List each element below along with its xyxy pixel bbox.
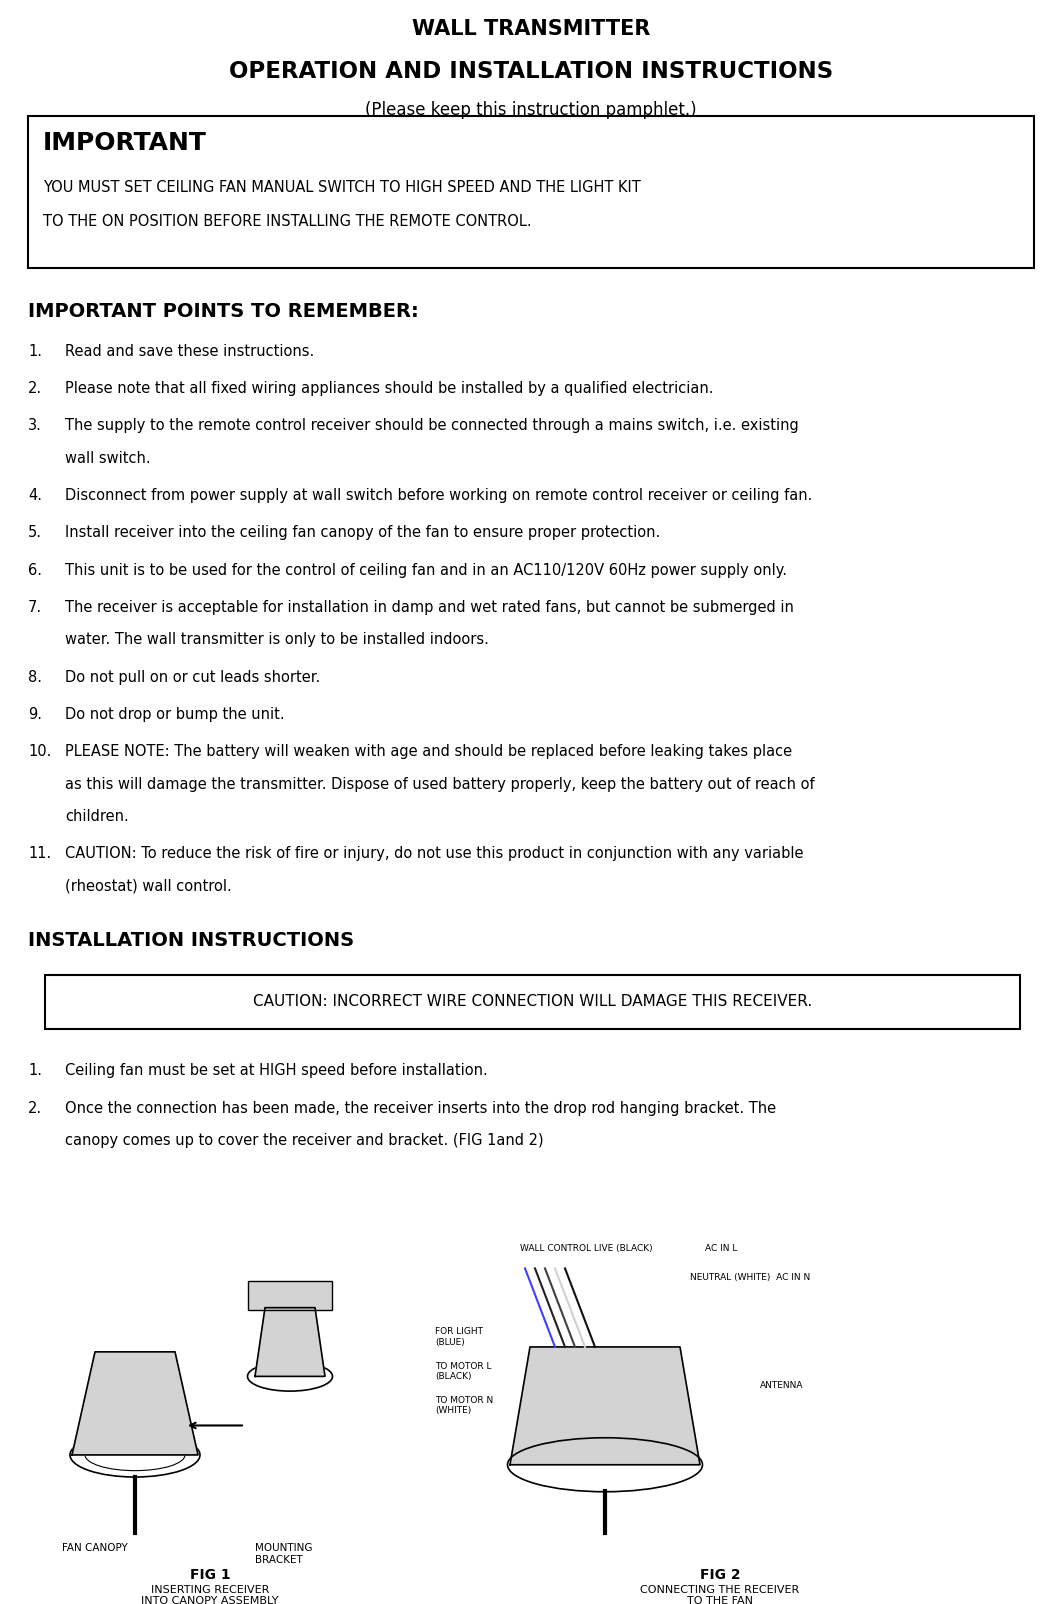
Text: OPERATION AND INSTALLATION INSTRUCTIONS: OPERATION AND INSTALLATION INSTRUCTIONS (229, 59, 833, 83)
Text: TO MOTOR L
(BLACK): TO MOTOR L (BLACK) (435, 1362, 492, 1381)
Text: 4.: 4. (28, 488, 42, 504)
Text: 7.: 7. (28, 600, 42, 614)
Text: IMPORTANT POINTS TO REMEMBER:: IMPORTANT POINTS TO REMEMBER: (28, 303, 418, 321)
Text: FIG 1: FIG 1 (190, 1567, 230, 1582)
Text: WALL CONTROL LIVE (BLACK): WALL CONTROL LIVE (BLACK) (520, 1243, 653, 1253)
Text: 8.: 8. (28, 669, 42, 685)
Text: Ceiling fan must be set at HIGH speed before installation.: Ceiling fan must be set at HIGH speed be… (65, 1063, 487, 1078)
Polygon shape (510, 1347, 700, 1464)
Text: AC IN L: AC IN L (705, 1243, 737, 1253)
Text: Install receiver into the ceiling fan canopy of the fan to ensure proper protect: Install receiver into the ceiling fan ca… (65, 525, 661, 541)
Text: 2.: 2. (28, 1100, 42, 1115)
Polygon shape (255, 1307, 325, 1376)
Text: INSTALLATION INSTRUCTIONS: INSTALLATION INSTRUCTIONS (28, 930, 354, 950)
FancyBboxPatch shape (45, 975, 1020, 1028)
Text: Disconnect from power supply at wall switch before working on remote control rec: Disconnect from power supply at wall swi… (65, 488, 812, 504)
Text: children.: children. (65, 808, 129, 824)
Text: wall switch.: wall switch. (65, 451, 151, 465)
Text: 3.: 3. (28, 419, 41, 433)
Text: Read and save these instructions.: Read and save these instructions. (65, 343, 314, 359)
Text: Do not pull on or cut leads shorter.: Do not pull on or cut leads shorter. (65, 669, 321, 685)
FancyBboxPatch shape (28, 115, 1034, 268)
Text: as this will damage the transmitter. Dispose of used battery properly, keep the : as this will damage the transmitter. Dis… (65, 776, 815, 791)
Text: PLEASE NOTE: The battery will weaken with age and should be replaced before leak: PLEASE NOTE: The battery will weaken wit… (65, 744, 792, 759)
Text: The supply to the remote control receiver should be connected through a mains sw: The supply to the remote control receive… (65, 419, 799, 433)
Text: (Please keep this instruction pamphlet.): (Please keep this instruction pamphlet.) (365, 101, 697, 119)
Text: (rheostat) wall control.: (rheostat) wall control. (65, 879, 232, 893)
Text: WALL TRANSMITTER: WALL TRANSMITTER (412, 19, 650, 38)
Text: 11.: 11. (28, 847, 51, 861)
Text: NEUTRAL (WHITE)  AC IN N: NEUTRAL (WHITE) AC IN N (690, 1274, 810, 1282)
Text: TO MOTOR N
(WHITE): TO MOTOR N (WHITE) (435, 1395, 493, 1415)
Text: ANTENNA: ANTENNA (760, 1381, 804, 1391)
Text: Do not drop or bump the unit.: Do not drop or bump the unit. (65, 707, 285, 722)
Text: 6.: 6. (28, 563, 42, 577)
Text: 1.: 1. (28, 1063, 42, 1078)
Polygon shape (72, 1352, 198, 1455)
Text: 1.: 1. (28, 343, 42, 359)
Text: CONNECTING THE RECEIVER
TO THE FAN: CONNECTING THE RECEIVER TO THE FAN (640, 1585, 800, 1604)
Text: CAUTION: To reduce the risk of fire or injury, do not use this product in conjun: CAUTION: To reduce the risk of fire or i… (65, 847, 804, 861)
Text: water. The wall transmitter is only to be installed indoors.: water. The wall transmitter is only to b… (65, 632, 489, 648)
Text: Once the connection has been made, the receiver inserts into the drop rod hangin: Once the connection has been made, the r… (65, 1100, 776, 1115)
Text: The receiver is acceptable for installation in damp and wet rated fans, but cann: The receiver is acceptable for installat… (65, 600, 794, 614)
Text: MOUNTING
BRACKET: MOUNTING BRACKET (255, 1543, 312, 1566)
Text: This unit is to be used for the control of ceiling fan and in an AC110/120V 60Hz: This unit is to be used for the control … (65, 563, 787, 577)
FancyBboxPatch shape (249, 1282, 332, 1309)
Text: Please note that all fixed wiring appliances should be installed by a qualified : Please note that all fixed wiring applia… (65, 380, 714, 396)
Text: YOU MUST SET CEILING FAN MANUAL SWITCH TO HIGH SPEED AND THE LIGHT KIT: YOU MUST SET CEILING FAN MANUAL SWITCH T… (42, 180, 640, 194)
Text: IMPORTANT: IMPORTANT (42, 130, 207, 154)
Text: 2.: 2. (28, 380, 42, 396)
Text: 9.: 9. (28, 707, 42, 722)
Text: canopy comes up to cover the receiver and bracket. (FIG 1and 2): canopy comes up to cover the receiver an… (65, 1132, 544, 1148)
Text: FIG 2: FIG 2 (700, 1567, 740, 1582)
Text: CAUTION: INCORRECT WIRE CONNECTION WILL DAMAGE THIS RECEIVER.: CAUTION: INCORRECT WIRE CONNECTION WILL … (253, 994, 812, 1009)
Text: 5.: 5. (28, 525, 42, 541)
Text: FOR LIGHT
(BLUE): FOR LIGHT (BLUE) (435, 1327, 483, 1347)
Text: FAN CANOPY: FAN CANOPY (62, 1543, 127, 1553)
Text: INSERTING RECEIVER
INTO CANOPY ASSEMBLY: INSERTING RECEIVER INTO CANOPY ASSEMBLY (141, 1585, 278, 1604)
Text: 10.: 10. (28, 744, 51, 759)
Text: TO THE ON POSITION BEFORE INSTALLING THE REMOTE CONTROL.: TO THE ON POSITION BEFORE INSTALLING THE… (42, 213, 532, 229)
